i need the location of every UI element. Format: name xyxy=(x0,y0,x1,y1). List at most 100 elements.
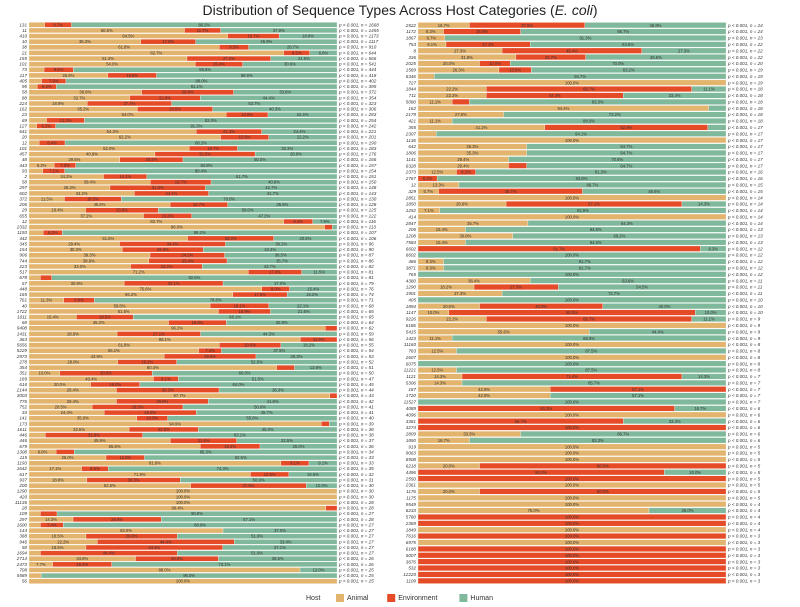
segment-label: 44.4% xyxy=(652,329,664,334)
st-label: 1867 xyxy=(406,36,417,41)
segment-label: 24.5% xyxy=(169,107,181,112)
st-label: 678 xyxy=(19,275,27,280)
st-label: 88 xyxy=(22,95,28,100)
p-value-label: p < 0.001, n = 30 xyxy=(338,494,374,499)
segment-label: 15.6% xyxy=(162,213,174,218)
st-label: 1175 xyxy=(406,495,416,500)
bar-row: 6075 100.0% p < 0.001, n = 8 xyxy=(406,360,761,367)
segment-label: 35.0% xyxy=(77,416,89,421)
st-label: 405 xyxy=(408,297,416,302)
p-value-label: p < 0.001, n = 31 xyxy=(338,477,374,482)
st-label: 5780 xyxy=(406,515,417,520)
p-value-label: p < 0.001, n = 17 xyxy=(727,157,763,162)
bar-row: 6602 91.7% 8.3% p < 0.001, n = 12 xyxy=(406,245,763,252)
bar-row: 2 24.2% 14.1% 61.7% p < 0.001, n = 151 xyxy=(23,174,377,180)
p-value-label: p < 0.001, n = 52 xyxy=(338,359,374,364)
segment-label: 16.9% xyxy=(239,309,251,314)
st-label: 602 xyxy=(19,191,27,196)
bar-row: 206 45.8% 18.7% 35.5% p < 0.001, n = 128 xyxy=(18,202,377,208)
segment-label: 8.3% xyxy=(426,266,436,271)
p-value-label: p < 0.001, n = 7 xyxy=(727,393,761,398)
segment-label: 100.0% xyxy=(565,534,579,539)
bar-row: 2144 28.4% 33.3% 38.3% p < 0.001, n = 44 xyxy=(16,388,374,393)
p-value-label: p < 0.001, n = 30 xyxy=(338,489,374,494)
p-value-label: p < 0.001, n = 87 xyxy=(338,253,374,258)
st-label: 937 xyxy=(19,477,27,482)
p-value-label: p < 0.001, n = 4 xyxy=(727,502,761,507)
bar-segment-human xyxy=(111,561,338,567)
segment-label: 33.3% xyxy=(669,419,681,424)
st-label: 1193 xyxy=(17,230,27,235)
p-value-label: p < 0.001, n = 7 xyxy=(727,387,761,392)
bar-row: 2179 27.8% 72.2% p < 0.001, n = 18 xyxy=(405,111,763,118)
segment-label: 96.4% xyxy=(172,506,184,511)
segment-label: 36.4% xyxy=(468,278,480,283)
segment-label: 12.0% xyxy=(313,567,325,572)
segment-label: 100.0% xyxy=(565,566,579,571)
p-value-label: p < 0.001, n = 444 xyxy=(338,67,377,72)
bar-row: 351 10.0% 30.0% 60.0% p < 0.001, n = 50 xyxy=(19,371,374,376)
bar-row: 10 36.3% 17.8% 45.9% p < 0.001, n = 1117 xyxy=(22,39,379,45)
p-value-label: p < 0.001, n = 22 xyxy=(727,55,763,60)
segment-label: 16.7% xyxy=(438,23,450,28)
segment-label: 44.4% xyxy=(148,545,160,550)
p-value-label: p < 0.001, n = 7 xyxy=(727,374,761,379)
p-value-label: p < 0.001, n = 12 xyxy=(727,253,763,258)
segment-label: 11.5% xyxy=(41,196,53,201)
bar-segment-human xyxy=(623,92,727,99)
st-label: 679 xyxy=(19,444,27,449)
p-value-label: p < 0.001, n = 13 xyxy=(727,240,763,245)
bar-segment-animal xyxy=(417,482,727,488)
segment-label: 100.0% xyxy=(565,515,579,520)
bar-row: 442 51.5% 28.0% 20.5% p < 0.001, n = 106 xyxy=(19,236,377,241)
segment-label: 86.2% xyxy=(198,22,210,27)
segment-label: 51.5% xyxy=(252,376,264,381)
p-value-label: p < 0.001, n = 18 xyxy=(727,106,763,111)
segment-label: 80.0% xyxy=(566,310,578,315)
bar-segment-animal xyxy=(28,522,41,528)
bar-row: 1141 29.4% 70.6% p < 0.001, n = 17 xyxy=(406,156,763,163)
segment-label: 19.7% xyxy=(175,180,187,185)
bar-row: 101 52.0% 15.7% 32.3% p < 0.001, n = 183 xyxy=(19,146,377,151)
segment-label: 52.0% xyxy=(251,359,263,364)
p-value-label: p < 0.001, n = 1455 xyxy=(338,28,379,33)
st-label: 2767 xyxy=(405,176,417,181)
segment-label: 8.2% xyxy=(37,163,47,168)
segment-label: 86.7% xyxy=(587,182,599,187)
segment-label: 100.0% xyxy=(565,138,579,143)
p-value-label: p < 0.001, n = 20 xyxy=(727,61,763,66)
bar-segment-animal xyxy=(417,539,727,546)
segment-label: 25.6% xyxy=(62,73,74,78)
p-value-label: p < 0.001, n = 14 xyxy=(727,214,763,219)
bar-row: 58 39.4% 19.7% 40.9% p < 0.001, n = 150 xyxy=(22,180,377,185)
p-value-label: p < 0.001, n = 1117 xyxy=(338,39,379,44)
segment-label: 31.8% xyxy=(461,55,473,60)
p-value-label: p < 0.001, n = 254 xyxy=(338,118,377,123)
segment-label: 33.3% xyxy=(162,388,174,393)
p-value-label: p < 0.001, n = 7 xyxy=(727,380,761,385)
bar-row: 5780 100.0% p < 0.001, n = 4 xyxy=(406,514,761,520)
bar-segment-animal xyxy=(28,67,45,73)
p-value-label: p < 0.001, n = 16 xyxy=(727,170,763,175)
bar-segment-human xyxy=(205,185,338,191)
bar-segment-human xyxy=(218,387,338,393)
bar-row: 1290 18.2% 27.3% 54.5% p < 0.001, n = 11 xyxy=(406,284,763,290)
segment-label: 34.6% xyxy=(76,556,88,561)
p-value-label: p < 0.001, n = 183 xyxy=(338,146,377,151)
p-value-label: p < 0.001, n = 130 xyxy=(338,196,377,201)
bar-segment-human xyxy=(452,118,727,124)
bar-row: 6186 100.0% p < 0.001, n = 9 xyxy=(406,322,761,329)
bar-segment-environment xyxy=(325,505,338,511)
st-label: 1290 xyxy=(406,285,417,290)
bar-segment-human xyxy=(242,61,338,67)
st-label: 29 xyxy=(21,208,28,213)
segment-label: 11.1% xyxy=(703,317,715,322)
bar-segment-human xyxy=(417,360,727,367)
bar-row: 1720 42.9% 57.1% p < 0.001, n = 7 xyxy=(406,392,761,399)
segment-label: 57.1% xyxy=(243,517,255,522)
p-value-label: p < 0.001, n = 7 xyxy=(727,400,761,405)
segment-label: 72.7% xyxy=(608,291,620,296)
bar-segment-animal xyxy=(417,137,727,144)
bar-segment-human xyxy=(225,241,338,247)
